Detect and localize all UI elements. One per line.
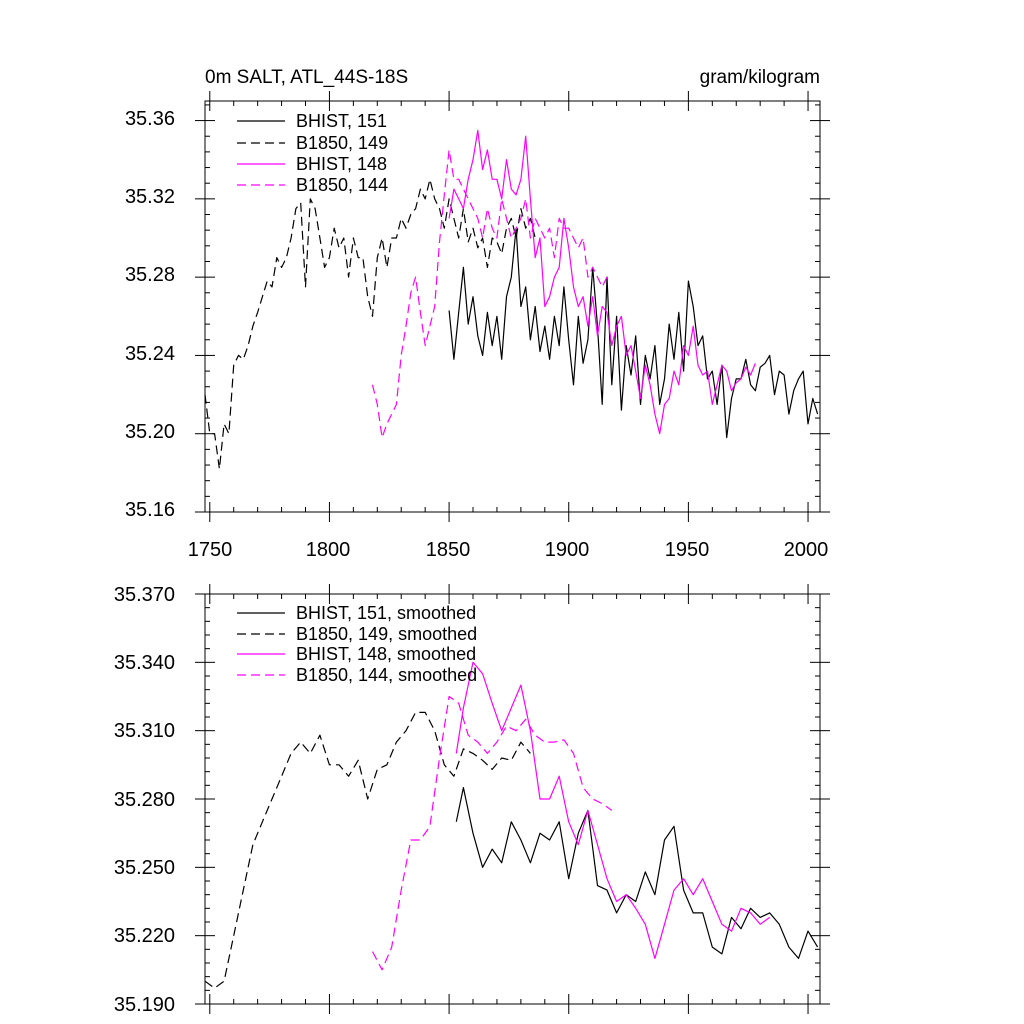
bottom-axis-ticks (195, 584, 830, 1014)
top-series-line-0 (448, 227, 819, 439)
top-series-line-1 (204, 178, 536, 470)
bottom-panel: 35.370 35.340 35.310 35.280 35.250 35.22… (114, 584, 830, 1016)
top-panel: 0m SALT, ATL_44S-18S gram/kilogram 35.36… (125, 67, 830, 561)
legend-label: BHIST, 148 (296, 154, 387, 174)
top-x-tick-label: 1900 (545, 539, 590, 561)
top-data-lines (204, 129, 819, 470)
bottom-series-line-1 (204, 711, 531, 989)
legend-label: B1850, 144 (296, 175, 388, 195)
bottom-series-line-3 (371, 695, 613, 971)
bottom-y-tick-labels: 35.370 35.340 35.310 35.280 35.250 35.22… (114, 584, 175, 1016)
top-x-tick-label: 1950 (665, 539, 710, 561)
legend-label: B1850, 149 (296, 133, 388, 153)
top-y-tick-label: 35.32 (125, 186, 175, 208)
top-y-tick-label: 35.28 (125, 264, 175, 286)
bottom-y-tick-label: 35.280 (114, 789, 175, 811)
bottom-y-tick-label: 35.310 (114, 720, 175, 742)
top-y-tick-label: 35.36 (125, 108, 175, 130)
top-y-tick-labels: 35.36 35.32 35.28 35.24 35.20 35.16 (125, 108, 175, 521)
bottom-y-tick-label: 35.370 (114, 584, 175, 606)
bottom-legend: BHIST, 151, smoothed B1850, 149, smoothe… (237, 603, 477, 685)
bottom-y-tick-label: 35.190 (114, 994, 175, 1016)
top-x-tick-label: 1800 (306, 539, 351, 561)
top-x-tick-label: 1850 (426, 539, 471, 561)
top-y-tick-label: 35.20 (125, 421, 175, 443)
top-legend: BHIST, 151 B1850, 149 BHIST, 148 B1850, … (237, 111, 388, 195)
legend-label: BHIST, 151, smoothed (296, 603, 476, 623)
bottom-y-tick-label: 35.340 (114, 652, 175, 674)
bottom-y-tick-label: 35.250 (114, 857, 175, 879)
top-panel-title: 0m SALT, ATL_44S-18S (205, 67, 408, 88)
bottom-series-line-2 (455, 661, 771, 960)
bottom-y-tick-label: 35.220 (114, 925, 175, 947)
top-plot-frame (204, 100, 821, 513)
top-y-tick-label: 35.24 (125, 343, 175, 365)
legend-label: BHIST, 151 (296, 111, 387, 131)
top-axis-ticks (195, 91, 830, 522)
top-x-tick-label: 2000 (784, 539, 829, 561)
bottom-series-line-0 (455, 786, 819, 960)
legend-label: BHIST, 148, smoothed (296, 644, 476, 664)
legend-label: B1850, 144, smoothed (296, 665, 477, 685)
top-series-line-3 (371, 149, 612, 439)
top-x-tick-label: 1750 (188, 539, 233, 561)
top-panel-units: gram/kilogram (700, 67, 820, 88)
bottom-data-lines (204, 661, 819, 989)
bottom-plot-frame (204, 593, 821, 1005)
top-x-tick-labels: 1750 1800 1850 1900 1950 2000 (188, 539, 829, 561)
top-series-line-2 (448, 129, 756, 435)
top-y-tick-label: 35.16 (125, 499, 175, 521)
legend-label: B1850, 149, smoothed (296, 624, 477, 644)
